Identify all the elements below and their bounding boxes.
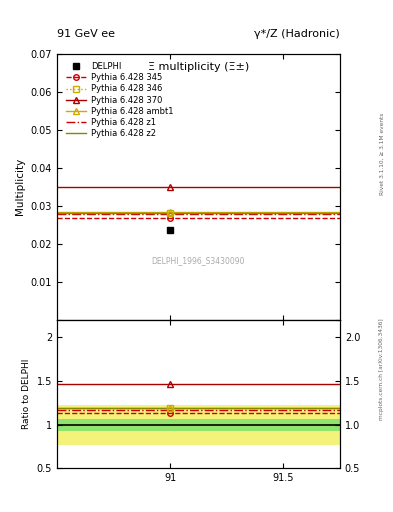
Text: 91 GeV ee: 91 GeV ee [57,29,115,39]
Text: mcplots.cern.ch [arXiv:1306.3436]: mcplots.cern.ch [arXiv:1306.3436] [380,318,384,419]
Text: Ξ multiplicity (Ξ±): Ξ multiplicity (Ξ±) [148,62,249,72]
Text: Rivet 3.1.10, ≥ 3.1M events: Rivet 3.1.10, ≥ 3.1M events [380,113,384,195]
Text: DELPHI_1996_S3430090: DELPHI_1996_S3430090 [152,257,245,266]
Y-axis label: Multiplicity: Multiplicity [15,158,25,216]
Legend: DELPHI, Pythia 6.428 345, Pythia 6.428 346, Pythia 6.428 370, Pythia 6.428 ambt1: DELPHI, Pythia 6.428 345, Pythia 6.428 3… [64,60,175,139]
Bar [57,404,340,445]
Y-axis label: Ratio to DELPHI: Ratio to DELPHI [22,359,31,429]
Bar [57,419,340,431]
Text: γ*/Z (Hadronic): γ*/Z (Hadronic) [254,29,340,39]
